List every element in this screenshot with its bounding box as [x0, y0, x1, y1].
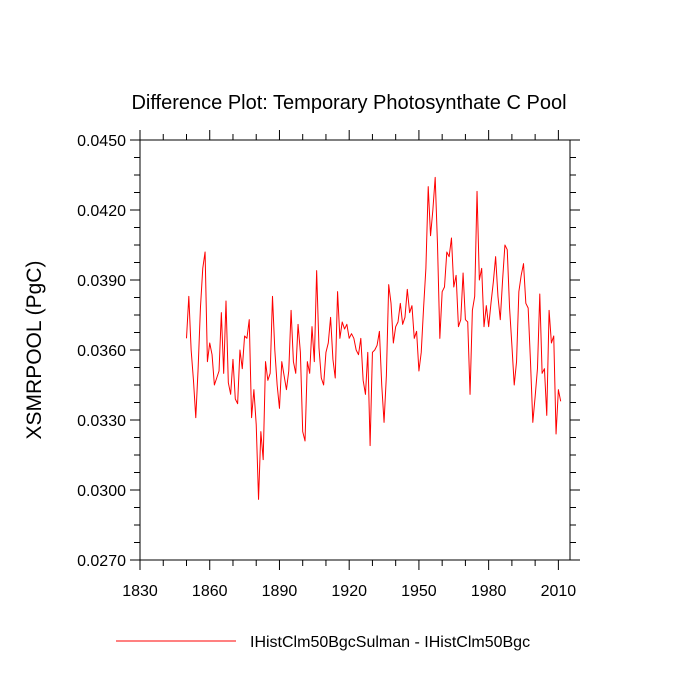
x-tick-label: 2010 [541, 583, 577, 600]
tick-labels: 0.0270 0.0300 0.0330 0.0360 0.0390 0.0420 0.04… [77, 133, 576, 600]
y-tick-label: 0.0390 [77, 273, 126, 290]
plot-area [185, 176, 562, 500]
axis-ticks [130, 130, 580, 570]
chart-title: Difference Plot: Temporary Photosynthate… [131, 92, 566, 114]
y-tick-label: 0.0300 [77, 483, 126, 500]
series-line-0 [185, 176, 562, 500]
plot-frame [139, 139, 571, 561]
y-tick-label: 0.0420 [77, 203, 126, 220]
x-tick-label: 1920 [331, 583, 367, 600]
y-tick-label: 0.0270 [77, 553, 126, 570]
x-tick-label: 1860 [192, 583, 228, 600]
legend-label: IHistClm50BgcSulman - IHistClm50Bgc [250, 634, 530, 651]
legend: IHistClm50BgcSulman - IHistClm50Bgc [116, 634, 530, 651]
y-tick-label: 0.0360 [77, 343, 126, 360]
x-tick-label: 1830 [122, 583, 158, 600]
y-tick-label: 0.0450 [77, 133, 126, 150]
x-tick-label: 1890 [262, 583, 298, 600]
y-axis-label: XSMRPOOL (PgC) [23, 261, 46, 440]
y-tick-label: 0.0330 [77, 413, 126, 430]
x-tick-label: 1950 [401, 583, 437, 600]
x-tick-label: 1980 [471, 583, 507, 600]
